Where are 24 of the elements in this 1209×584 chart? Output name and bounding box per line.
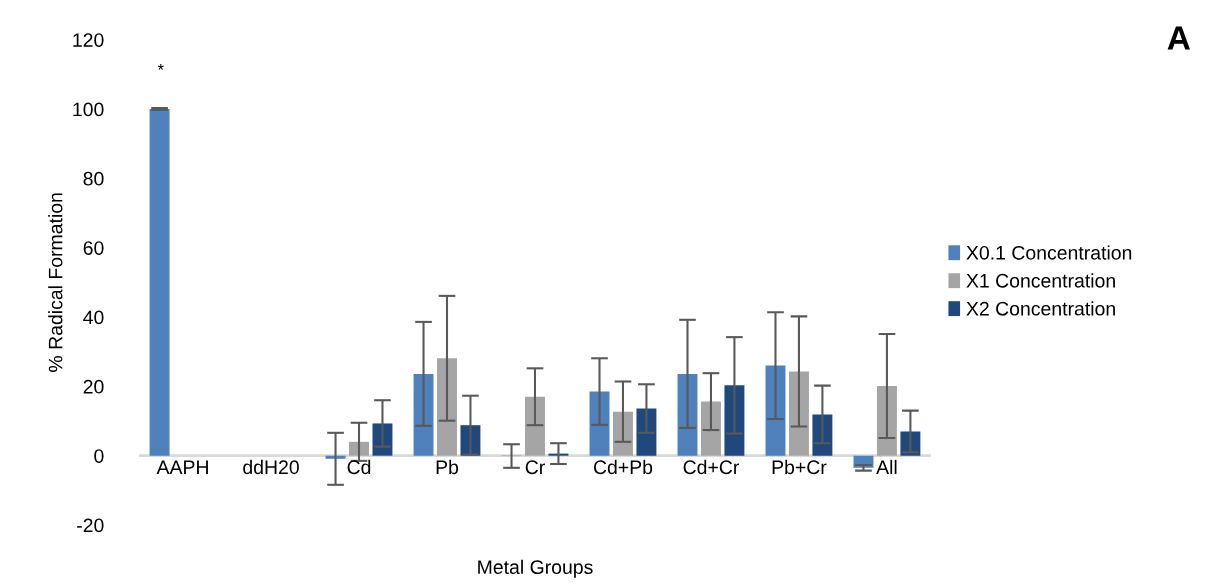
x-tick-label: Pb+Cr [772,459,827,475]
x-axis-title: Metal Groups [478,559,593,578]
y-tick-label: 20 [83,379,104,394]
x-tick-label: Cd [347,459,371,475]
x-tick-label: Cd+Cr [683,459,739,475]
y-tick-label: 60 [83,241,104,255]
legend-label: X0.1 Concentration [966,245,1132,260]
x-tick-label: ddH20 [243,459,299,475]
text: A [1167,26,1190,50]
y-tick-label: 0 [94,449,104,463]
x-tick-label: Pb [436,459,459,475]
y-tick-label: 120 [73,33,104,47]
legend-label: X2 Concentration [966,301,1115,316]
y-tick-label: 80 [83,171,104,186]
legend-label: X1 Concentration [966,273,1115,288]
annotation: * [157,63,164,70]
y-tick-label: -20 [77,518,104,533]
x-tick-label: Cr [525,460,545,475]
x-tick-label: Cd+Pb [593,459,653,475]
x-tick-label: AAPH [156,460,208,474]
y-tick-label: 40 [83,310,104,325]
x-tick-label: All [876,459,897,474]
y-axis-title: % Radical Formation [48,193,63,372]
y-tick-label: 100 [73,102,104,117]
